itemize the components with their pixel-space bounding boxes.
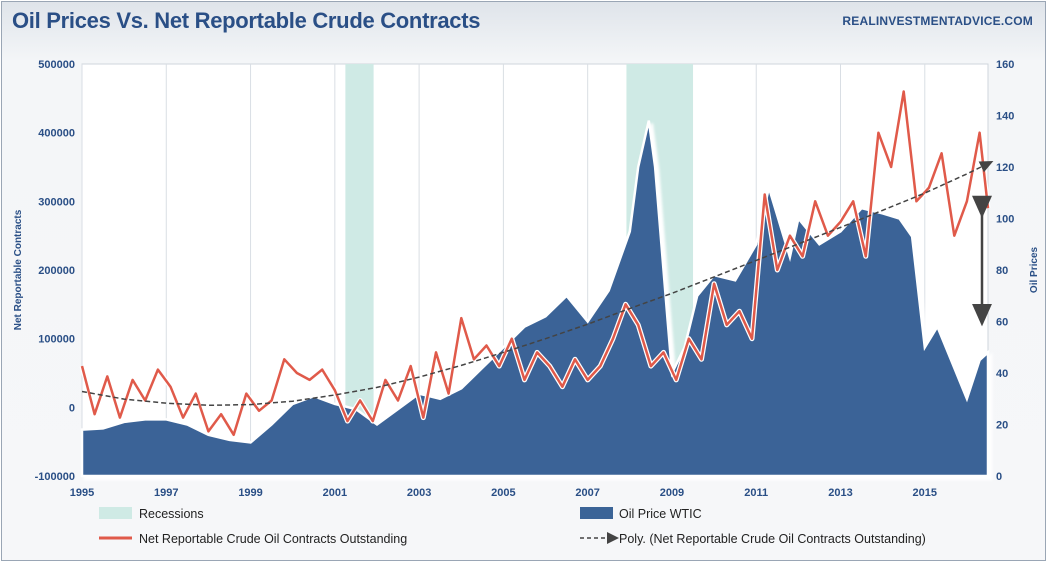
y-axis-right-label: Oil Prices <box>1029 246 1040 293</box>
y-left-tick-label: 200000 <box>38 265 75 277</box>
x-tick-label: 2011 <box>744 487 768 499</box>
x-tick-label: 1995 <box>70 487 94 499</box>
legend-label-oil: Oil Price WTIC <box>619 507 702 521</box>
x-tick-label: 2007 <box>575 487 599 499</box>
y-right-tick-label: 60 <box>996 317 1008 329</box>
y-axis-right-ticks: 0 20 40 60 80 100 120 140 160 <box>996 59 1014 483</box>
y-right-tick-label: 120 <box>996 162 1014 174</box>
x-tick-label: 2009 <box>660 487 684 499</box>
poly-trend-line <box>81 160 994 407</box>
legend-swatch-oil <box>580 507 613 519</box>
y-right-tick-label: 100 <box>996 214 1014 226</box>
y-left-tick-label: 500000 <box>38 59 75 71</box>
oil-price-area-layer <box>80 120 990 478</box>
y-left-tick-label: -100000 <box>35 471 75 483</box>
legend-swatch-recessions <box>99 507 132 519</box>
y-right-tick-label: 160 <box>996 59 1014 71</box>
x-tick-label: 1999 <box>238 487 262 499</box>
y-left-tick-label: 0 <box>69 402 75 414</box>
x-tick-label: 1997 <box>154 487 178 499</box>
contracts-line-layer <box>79 89 991 438</box>
y-right-tick-label: 20 <box>996 420 1008 432</box>
y-axis-left-label: Net Reportable Contracts <box>13 209 24 330</box>
legend-label-poly: Poly. (Net Reportable Crude Oil Contract… <box>619 532 926 546</box>
legend-label-contracts: Net Reportable Crude Oil Contracts Outst… <box>139 532 407 546</box>
x-tick-label: 2005 <box>491 487 515 499</box>
y-right-tick-label: 0 <box>996 471 1002 483</box>
site-watermark: REALINVESTMENTADVICE.COM <box>842 14 1033 28</box>
x-tick-label: 2001 <box>323 487 347 499</box>
legend-label-recessions: Recessions <box>139 507 204 521</box>
x-axis-ticks: 1995 1997 1999 2001 2003 2005 2007 2009 2011 2013… <box>70 487 937 499</box>
x-tick-label: 2013 <box>828 487 852 499</box>
page-title: Oil Prices Vs. Net Reportable Crude Cont… <box>12 8 481 33</box>
x-tick-label: 2015 <box>913 487 937 499</box>
contracts-line <box>80 90 990 437</box>
y-right-tick-label: 40 <box>996 368 1008 380</box>
y-right-tick-label: 80 <box>996 265 1008 277</box>
y-axis-left-ticks: -100000 0 100000 200000 300000 400000 500000 <box>35 59 75 483</box>
y-left-tick-label: 100000 <box>38 334 75 346</box>
y-right-tick-label: 140 <box>996 111 1014 123</box>
legend: Recessions Oil Price WTIC Net Reportable… <box>99 507 926 546</box>
oil-price-area <box>80 120 990 478</box>
y-left-tick-label: 300000 <box>38 196 75 208</box>
x-tick-label: 2003 <box>407 487 431 499</box>
y-left-tick-label: 400000 <box>38 128 75 140</box>
poly-trend-layer <box>81 160 994 407</box>
